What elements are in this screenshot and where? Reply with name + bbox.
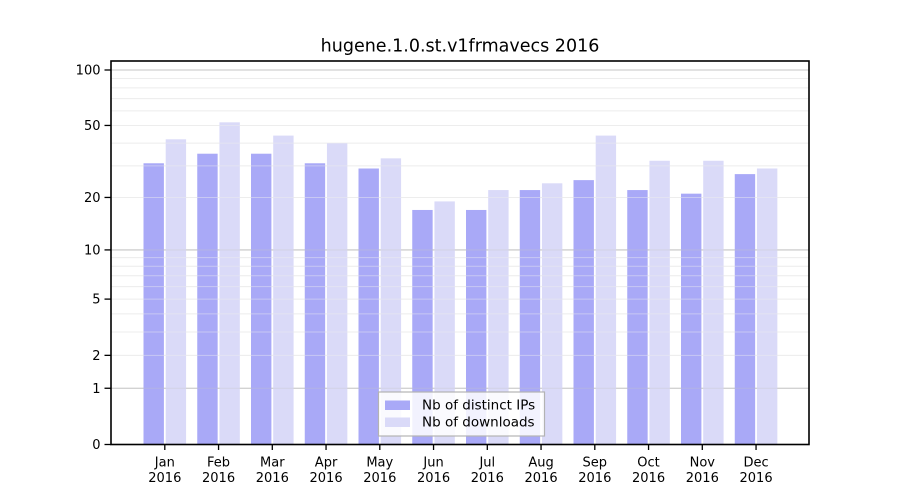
- bar-nov-downloads: [703, 160, 724, 445]
- y-tick-label: 0: [92, 438, 100, 453]
- bar-apr-downloads: [326, 143, 348, 445]
- bar-oct-distinct-ips: [627, 190, 648, 445]
- bar-may-distinct-ips: [358, 168, 379, 445]
- bar-jun-distinct-ips: [412, 209, 433, 445]
- tick-marks: [104, 69, 757, 450]
- plot-border: [110, 60, 810, 446]
- x-tick-label-year: 2016: [310, 471, 343, 486]
- bar-aug-downloads: [541, 183, 563, 445]
- x-tick-label-month: Sep: [583, 456, 608, 471]
- bar-group-jun: [412, 201, 455, 445]
- bar-groups: [143, 122, 778, 445]
- bar-mar-downloads: [273, 135, 294, 445]
- x-tick-label-month: Feb: [207, 456, 230, 471]
- x-tick-label-month: Jun: [422, 456, 443, 471]
- bar-may-downloads: [380, 158, 402, 445]
- bar-group-may: [358, 158, 402, 445]
- bar-apr-distinct-ips: [304, 163, 326, 445]
- legend-swatch-downloads: [385, 417, 410, 427]
- x-tick-label-month: Jul: [478, 456, 495, 471]
- x-tick-label-month: May: [366, 456, 393, 471]
- y-tick-label: 1: [92, 382, 100, 397]
- bar-group-dec: [734, 168, 778, 445]
- y-tick-label: 10: [84, 243, 101, 258]
- bar-jun-downloads: [434, 201, 455, 445]
- x-tick-label-year: 2016: [256, 471, 289, 486]
- y-tick-label: 50: [84, 119, 101, 134]
- bar-feb-downloads: [219, 122, 240, 445]
- x-tick-label-month: Nov: [690, 456, 716, 471]
- y-tick-label: 20: [84, 191, 101, 206]
- legend-swatch-distinct-ips: [385, 400, 410, 410]
- y-tick-label: 100: [76, 64, 101, 79]
- bar-group-nov: [681, 160, 724, 445]
- bar-nov-distinct-ips: [681, 193, 702, 445]
- bar-group-jan: [143, 139, 187, 445]
- x-tick-label-month: Aug: [528, 456, 553, 471]
- x-tick-label-year: 2016: [363, 471, 396, 486]
- bar-group-oct: [627, 160, 670, 445]
- bar-group-apr: [304, 143, 348, 445]
- x-tick-label-year: 2016: [740, 471, 773, 486]
- x-tick-label-year: 2016: [202, 471, 235, 486]
- y-tick-label: 5: [92, 293, 100, 308]
- bar-sep-downloads: [595, 135, 617, 445]
- bar-jan-distinct-ips: [143, 163, 164, 445]
- x-tick-label-year: 2016: [632, 471, 665, 486]
- x-tick-label-year: 2016: [471, 471, 504, 486]
- legend-label-distinct-ips: Nb of distinct IPs: [422, 398, 535, 414]
- x-tick-label-year: 2016: [417, 471, 450, 486]
- bar-group-mar: [251, 135, 294, 445]
- bar-jan-downloads: [165, 139, 187, 445]
- x-tick-label-month: Oct: [637, 456, 659, 471]
- bar-group-aug: [519, 183, 563, 445]
- x-tick-label-year: 2016: [525, 471, 558, 486]
- bar-group-sep: [573, 135, 617, 445]
- x-tick-label-month: Apr: [315, 456, 338, 471]
- x-tick-label-month: Jan: [154, 456, 175, 471]
- bar-sep-distinct-ips: [573, 180, 594, 445]
- legend-label-downloads: Nb of downloads: [422, 415, 535, 431]
- bar-group-jul: [466, 190, 509, 445]
- y-tick-label: 2: [92, 349, 100, 364]
- x-tick-label-month: Dec: [743, 456, 768, 471]
- x-tick-label-year: 2016: [686, 471, 719, 486]
- bar-mar-distinct-ips: [251, 153, 272, 445]
- x-tick-label-year: 2016: [578, 471, 611, 486]
- x-tick-label-month: Mar: [260, 456, 285, 471]
- bar-jul-downloads: [488, 190, 509, 445]
- bar-oct-downloads: [649, 160, 670, 445]
- legend-box: [377, 391, 546, 437]
- gridlines-overlay: [111, 69, 809, 389]
- axes: [110, 60, 810, 446]
- bar-jul-distinct-ips: [466, 209, 487, 445]
- x-tick-label-year: 2016: [148, 471, 181, 486]
- tick-labels: 0125102050100Jan2016Feb2016Mar2016Apr201…: [76, 64, 773, 487]
- bar-group-feb: [197, 122, 240, 445]
- bar-dec-downloads: [756, 168, 778, 445]
- bar-feb-distinct-ips: [197, 153, 218, 445]
- chart-title: hugene.1.0.st.v1frmavecs 2016: [321, 37, 600, 57]
- bar-dec-distinct-ips: [734, 174, 756, 445]
- bar-aug-distinct-ips: [519, 190, 541, 445]
